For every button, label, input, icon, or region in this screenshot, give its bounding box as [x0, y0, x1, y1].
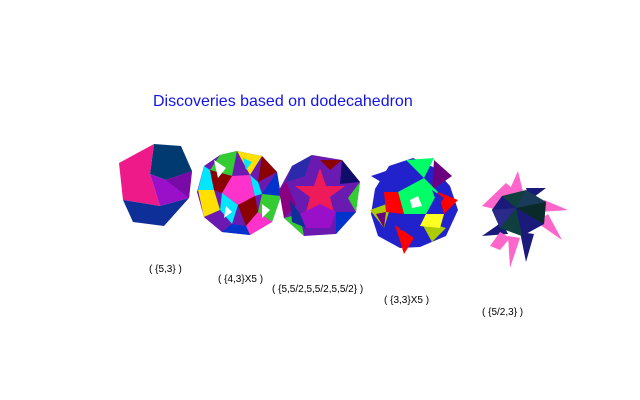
label-five-cubes: ( {4,3}X5 ): [218, 274, 264, 285]
label-great-stellated-dodecahedron: ( {5/2,3} ): [482, 307, 524, 318]
great-stellated-dodecahedron-icon: [482, 171, 568, 268]
dodecahedron-icon: [119, 144, 192, 226]
page-title: Discoveries based on dodecahedron: [153, 93, 413, 110]
label-dodecahedron: ( {5,3} ): [149, 264, 182, 275]
dodecadodecahedron-icon: [279, 155, 360, 236]
label-dodecadodecahedron: ( {5,5/2,5,5/2,5,5/2} ): [272, 284, 364, 295]
compound-five-tetrahedra-icon: [370, 158, 458, 254]
label-five-tetrahedra: ( {3,3}X5 ): [384, 295, 430, 306]
compound-five-cubes-icon: [197, 151, 281, 235]
